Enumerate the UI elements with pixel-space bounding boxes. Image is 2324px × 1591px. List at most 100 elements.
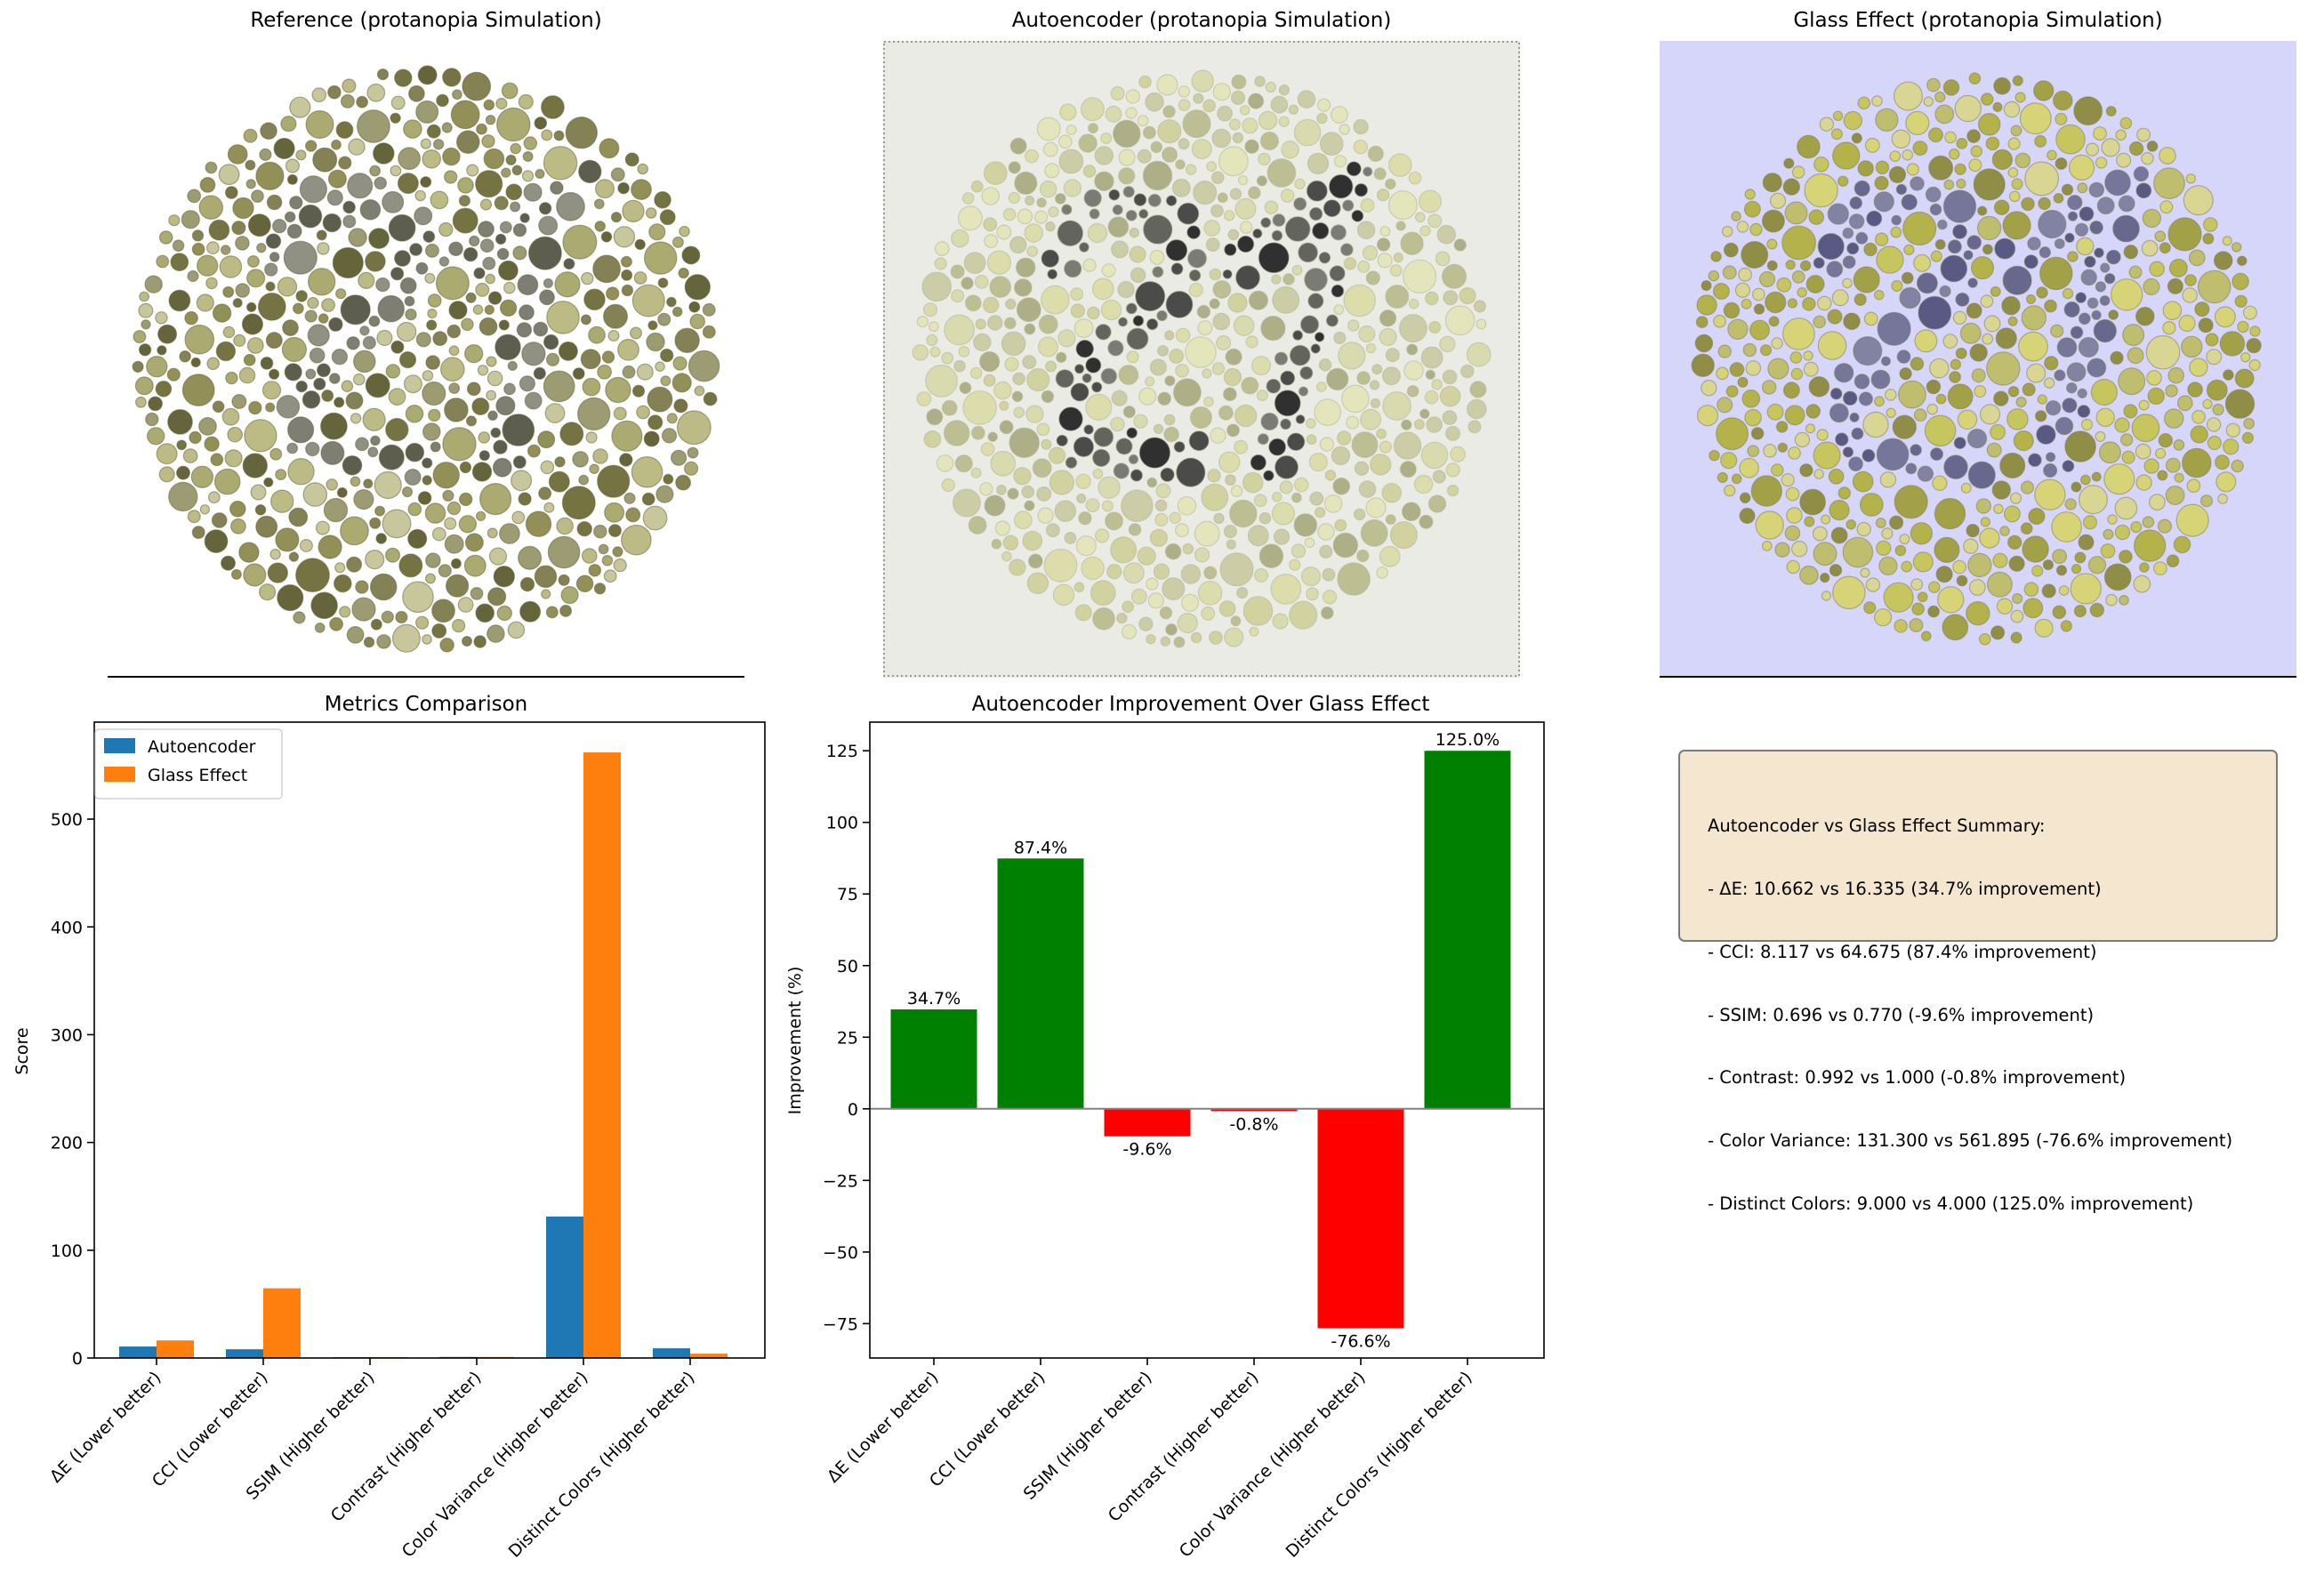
plate-dot bbox=[1223, 243, 1237, 256]
plate-dot bbox=[1165, 623, 1178, 636]
plate-dot bbox=[2187, 382, 2203, 398]
plate-dot bbox=[1980, 92, 1994, 106]
plate-dot bbox=[1966, 523, 1980, 538]
plate-dot bbox=[172, 239, 185, 252]
plate-dot bbox=[2128, 141, 2144, 157]
plate-dot bbox=[597, 464, 631, 498]
plate-dot bbox=[2241, 431, 2255, 444]
plate-dot bbox=[2088, 181, 2105, 198]
plate-dot bbox=[1101, 500, 1114, 512]
plate-dot bbox=[408, 84, 425, 102]
plate-dot bbox=[1739, 507, 1756, 525]
plate-dot bbox=[457, 597, 474, 613]
plate-dot bbox=[2095, 157, 2108, 169]
plate-dot bbox=[631, 284, 665, 317]
plate-dot bbox=[2080, 474, 2091, 486]
plate-dot bbox=[145, 412, 159, 427]
plate-dot bbox=[1244, 139, 1259, 155]
plate-dot bbox=[1309, 491, 1324, 506]
plate-dot bbox=[2163, 408, 2184, 429]
plate-dot bbox=[2168, 258, 2188, 277]
improvement-xtick-label: CCI (Lower better) bbox=[926, 1368, 1049, 1491]
plate-dot bbox=[559, 604, 573, 617]
plate-dot bbox=[601, 350, 615, 364]
plate-dot bbox=[951, 289, 965, 303]
plate-dot bbox=[1356, 549, 1370, 563]
plate-dot bbox=[1805, 423, 1816, 434]
plate-dot bbox=[2055, 416, 2074, 436]
plate-dot bbox=[1761, 209, 1785, 233]
plate-dot bbox=[1790, 541, 1808, 558]
plate-dot bbox=[1201, 483, 1229, 511]
plate-dot bbox=[1934, 104, 1955, 125]
plate-dot bbox=[1125, 107, 1138, 119]
plate-dot bbox=[1236, 586, 1249, 599]
plate-dot bbox=[2135, 474, 2152, 491]
plate-dot bbox=[1395, 221, 1406, 231]
plate-dot bbox=[621, 524, 652, 556]
plate-dot bbox=[191, 229, 205, 242]
plate-dot bbox=[2010, 609, 2024, 623]
plate-dot bbox=[220, 245, 231, 255]
plate-dot bbox=[353, 488, 374, 510]
plate-dot bbox=[499, 523, 520, 544]
plate-dot bbox=[1009, 137, 1027, 155]
plate-dot bbox=[1994, 237, 2016, 260]
plate-dot bbox=[962, 390, 997, 425]
plate-dot bbox=[1227, 293, 1248, 313]
plate-dot bbox=[302, 482, 328, 507]
plate-dot bbox=[346, 556, 363, 573]
plate-dot bbox=[677, 410, 712, 446]
plate-dot bbox=[1177, 495, 1197, 516]
plate-dot bbox=[1827, 309, 1843, 325]
plate-dot bbox=[2090, 378, 2118, 406]
plate-dot bbox=[1367, 145, 1384, 163]
plate-dot bbox=[588, 563, 602, 577]
plate-dot bbox=[255, 161, 285, 190]
plate-dot bbox=[2077, 388, 2087, 398]
plate-dot bbox=[1185, 164, 1197, 175]
plate-dot bbox=[1354, 182, 1369, 197]
plate-dot bbox=[1857, 160, 1874, 177]
plate-dot bbox=[1322, 567, 1336, 582]
plate-dot bbox=[1856, 521, 1871, 537]
plate-dot bbox=[1360, 408, 1382, 430]
plate-dot bbox=[175, 465, 190, 480]
plate-dot bbox=[1125, 89, 1140, 104]
plate-dot bbox=[2104, 169, 2131, 197]
plate-dot bbox=[2107, 514, 2118, 525]
plate-dot bbox=[1917, 591, 1928, 603]
plate-dot bbox=[2119, 117, 2133, 130]
plate-dot bbox=[1280, 370, 1296, 386]
plate-dot bbox=[230, 568, 242, 580]
plate-dot bbox=[1135, 280, 1166, 312]
plate-dot bbox=[681, 245, 701, 265]
plate-dot bbox=[1190, 631, 1202, 644]
plate-dot bbox=[1353, 508, 1366, 521]
plate-dot bbox=[2136, 127, 2151, 142]
plate-dot bbox=[1298, 242, 1319, 263]
plate-dot bbox=[415, 615, 430, 630]
plate-dot bbox=[1175, 327, 1191, 343]
plate-dot bbox=[477, 365, 489, 376]
plate-dot bbox=[1333, 331, 1347, 345]
plate-dot bbox=[157, 324, 178, 344]
plate-dot bbox=[352, 350, 376, 374]
plate-dot bbox=[592, 524, 607, 539]
plate-dot bbox=[1081, 556, 1105, 581]
plate-dot bbox=[1258, 511, 1272, 525]
plate-dot bbox=[1149, 528, 1168, 547]
plate-dot bbox=[2075, 292, 2087, 303]
plate-dot bbox=[1274, 351, 1289, 366]
plate-dot bbox=[168, 481, 198, 512]
plate-dot bbox=[403, 119, 422, 139]
plate-dot bbox=[304, 309, 318, 323]
plate-dot bbox=[1784, 405, 1805, 426]
plate-dot bbox=[1234, 439, 1249, 454]
plate-dot bbox=[541, 589, 551, 599]
plate-dot bbox=[2028, 453, 2042, 468]
plate-dot bbox=[2022, 598, 2044, 619]
plate-dot bbox=[1306, 418, 1316, 429]
plate-dot bbox=[462, 246, 478, 262]
improvement-chart-title: Autoencoder Improvement Over Glass Effec… bbox=[972, 693, 1430, 716]
